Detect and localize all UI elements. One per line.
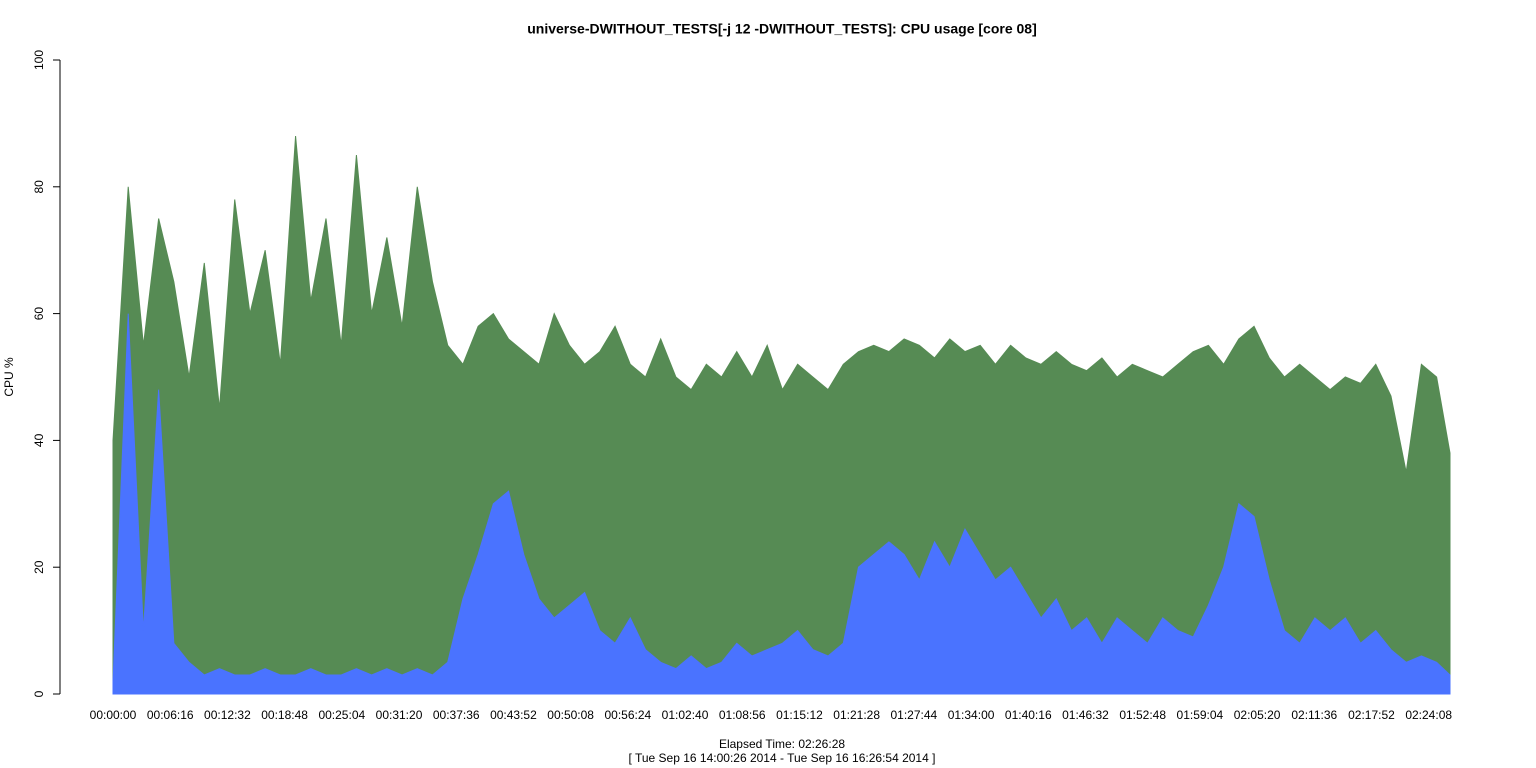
x-tick-label: 01:21:28 <box>833 708 880 722</box>
x-tick-label: 01:46:32 <box>1062 708 1109 722</box>
x-tick-label: 01:59:04 <box>1177 708 1224 722</box>
chart-title: universe-DWITHOUT_TESTS[-j 12 -DWITHOUT_… <box>527 21 1037 37</box>
y-tick-label: 100 <box>32 50 46 70</box>
x-axis-label: Elapsed Time: 02:26:28 <box>719 737 845 751</box>
x-tick-label: 01:40:16 <box>1005 708 1052 722</box>
x-tick-label: 01:08:56 <box>719 708 766 722</box>
x-tick-label: 02:24:08 <box>1405 708 1452 722</box>
x-tick-label: 00:00:00 <box>90 708 137 722</box>
x-tick-label: 00:18:48 <box>261 708 308 722</box>
x-tick-label: 00:50:08 <box>547 708 594 722</box>
x-tick-label: 00:43:52 <box>490 708 537 722</box>
x-tick-label: 02:05:20 <box>1234 708 1281 722</box>
x-tick-label: 00:25:04 <box>318 708 365 722</box>
y-axis-label: CPU % <box>2 357 16 397</box>
x-tick-label: 01:52:48 <box>1119 708 1166 722</box>
area <box>112 313 1451 695</box>
x-tick-label: 01:34:00 <box>948 708 995 722</box>
x-tick-label: 00:06:16 <box>147 708 194 722</box>
x-tick-label: 02:17:52 <box>1348 708 1395 722</box>
x-tick-label: 02:11:36 <box>1291 708 1337 722</box>
area <box>112 136 1451 695</box>
x-tick-label: 00:56:24 <box>604 708 651 722</box>
y-tick-label: 40 <box>32 433 46 447</box>
x-tick-label: 01:27:44 <box>891 708 938 722</box>
x-tick-label: 00:37:36 <box>433 708 480 722</box>
y-tick-label: 20 <box>32 560 46 574</box>
x-tick-label: 00:12:32 <box>204 708 251 722</box>
x-tick-label: 01:15:12 <box>776 708 823 722</box>
x-tick-label: 01:02:40 <box>662 708 709 722</box>
y-tick-label: 0 <box>32 690 46 697</box>
subtitle: [ Tue Sep 16 14:00:26 2014 - Tue Sep 16 … <box>629 751 936 765</box>
x-tick-label: 00:31:20 <box>376 708 423 722</box>
y-tick-label: 80 <box>32 180 46 194</box>
y-tick-label: 60 <box>32 307 46 321</box>
